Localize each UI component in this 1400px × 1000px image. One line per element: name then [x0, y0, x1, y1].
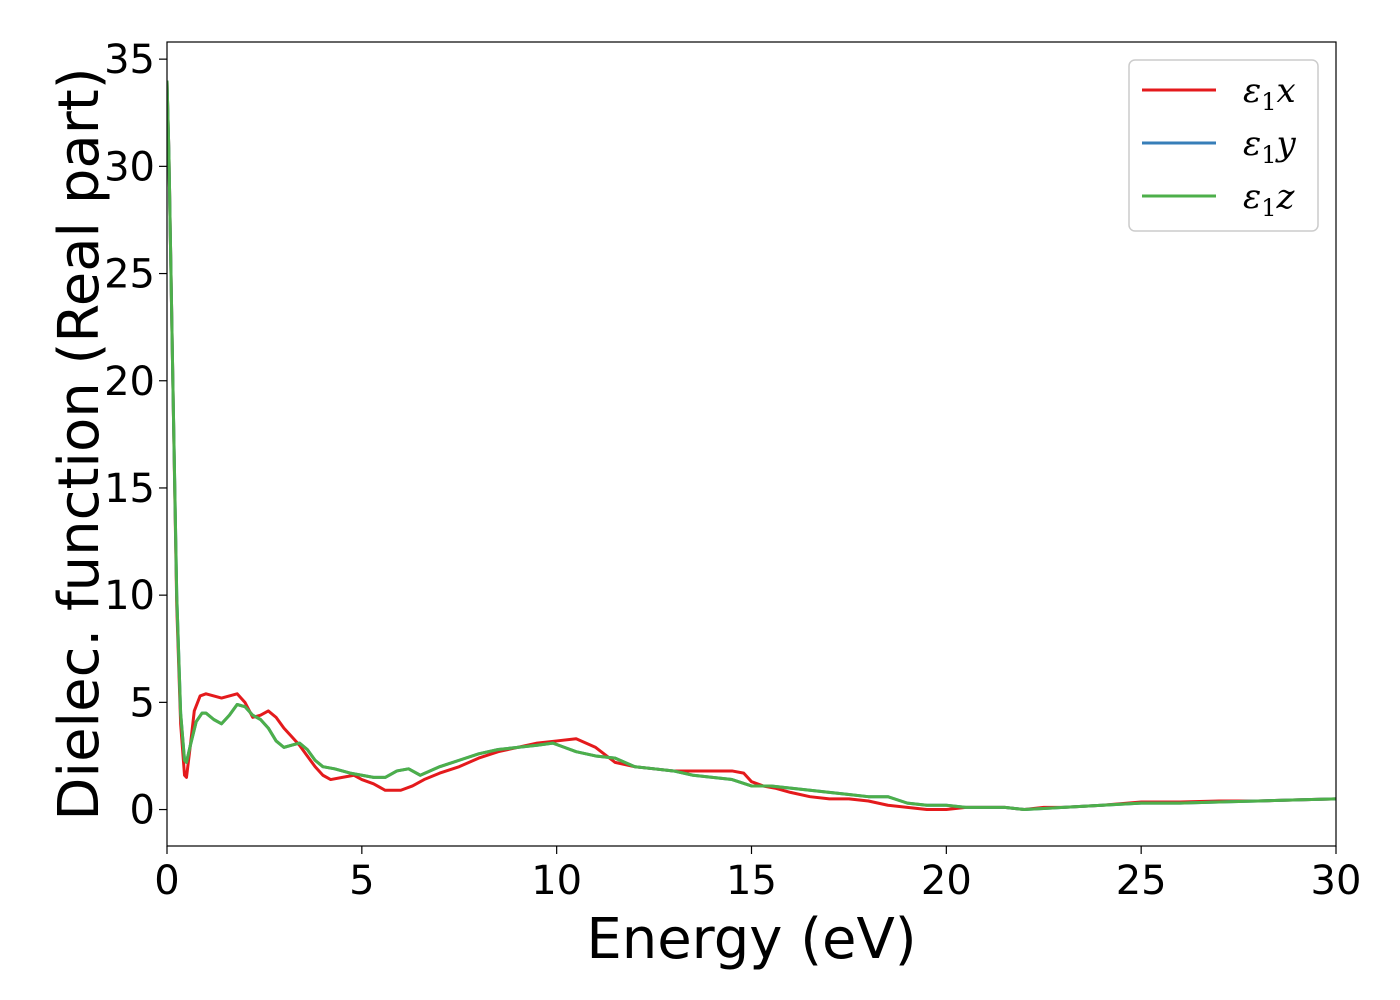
y-tick-label: 15 [104, 466, 155, 512]
legend-box [1128, 59, 1319, 232]
y-tick-label: 10 [104, 573, 155, 619]
x-tick-label: 20 [921, 858, 972, 904]
legend-label-z: ε1z [1243, 177, 1296, 222]
x-axis: 0 5 10 15 20 25 30 [154, 846, 1361, 904]
x-tick-label: 10 [531, 858, 582, 904]
legend-label-y: ε1y [1243, 124, 1297, 169]
series-line-z [167, 80, 1336, 812]
x-tick-label: 25 [1116, 858, 1167, 904]
x-tick-label: 15 [726, 858, 777, 904]
y-tick-label: 20 [104, 359, 155, 405]
y-axis: 0 5 10 15 20 25 30 35 [104, 37, 167, 834]
x-tick-label: 0 [154, 858, 179, 904]
y-tick-label: 35 [104, 37, 155, 83]
x-tick-label: 30 [1311, 858, 1362, 904]
y-axis-title: Dielec. function (Real part) [47, 67, 112, 820]
series-layer [167, 80, 1336, 812]
series-line-x [167, 80, 1336, 812]
y-tick-label: 0 [130, 788, 155, 834]
y-tick-label: 30 [104, 144, 155, 190]
legend-label-x: ε1x [1243, 71, 1296, 116]
y-tick-label: 5 [130, 680, 155, 726]
legend: ε1x ε1y ε1z [1128, 59, 1319, 232]
x-axis-title: Energy (eV) [586, 907, 916, 972]
y-tick-label: 25 [104, 252, 155, 298]
x-tick-label: 5 [349, 858, 374, 904]
